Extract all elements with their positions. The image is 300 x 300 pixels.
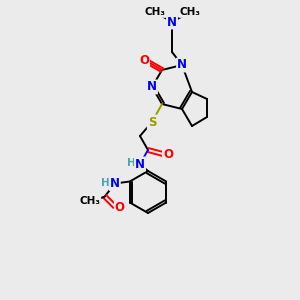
Text: O: O bbox=[139, 55, 149, 68]
Text: N: N bbox=[135, 158, 145, 170]
Text: H: H bbox=[127, 158, 135, 168]
Text: N: N bbox=[147, 80, 157, 94]
Text: N: N bbox=[110, 177, 120, 190]
Text: N: N bbox=[167, 16, 177, 28]
Text: O: O bbox=[115, 201, 125, 214]
Text: CH₃: CH₃ bbox=[145, 7, 166, 17]
Text: CH₃: CH₃ bbox=[179, 7, 200, 17]
Text: O: O bbox=[163, 148, 173, 160]
Text: S: S bbox=[148, 116, 156, 128]
Text: H: H bbox=[101, 178, 110, 188]
Text: CH₃: CH₃ bbox=[79, 196, 100, 206]
Text: N: N bbox=[177, 58, 187, 71]
